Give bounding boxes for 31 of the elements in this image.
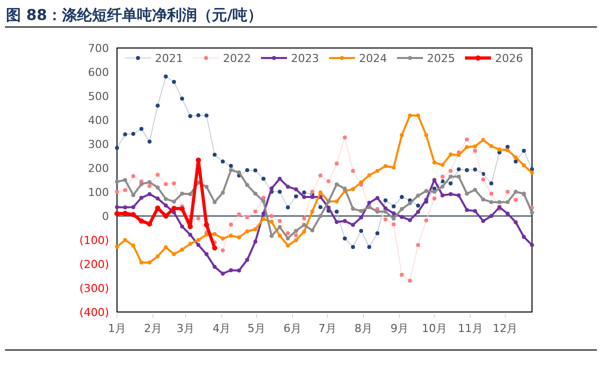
x-tick-label: 7月 bbox=[318, 322, 336, 335]
x-tick-label: 12月 bbox=[492, 322, 518, 335]
chart-title: 图 88：涤纶短纤单吨净利润（元/吨） bbox=[6, 6, 263, 24]
x-tick-label: 3月 bbox=[176, 322, 195, 335]
y-tick-label: 300 bbox=[88, 138, 109, 151]
y-tick-label: 200 bbox=[88, 162, 109, 175]
x-tick-label: 1月 bbox=[108, 322, 126, 335]
legend-label: 2025 bbox=[427, 52, 455, 65]
y-tick-label: 500 bbox=[88, 90, 109, 103]
legend-label: 2026 bbox=[495, 52, 523, 65]
x-tick-label: 4月 bbox=[212, 322, 231, 335]
legend-label: 2022 bbox=[223, 52, 251, 65]
y-tick-label: (300) bbox=[79, 282, 109, 295]
y-tick-label: (100) bbox=[79, 234, 109, 247]
legend-label: 2023 bbox=[291, 52, 319, 65]
y-tick-label: 400 bbox=[88, 114, 109, 127]
x-tick-label: 9月 bbox=[390, 322, 408, 335]
y-tick-label: (400) bbox=[79, 306, 109, 319]
x-tick-label: 11月 bbox=[458, 322, 483, 335]
x-tick-label: 2月 bbox=[144, 322, 162, 335]
x-tick-label: 8月 bbox=[354, 322, 372, 335]
y-tick-label: 0 bbox=[102, 210, 109, 223]
y-tick-label: (200) bbox=[79, 258, 109, 271]
x-tick-label: 5月 bbox=[247, 322, 266, 335]
y-tick-label: 600 bbox=[88, 66, 109, 79]
x-tick-label: 6月 bbox=[284, 322, 302, 335]
y-tick-label: 700 bbox=[88, 42, 109, 55]
legend-label: 2021 bbox=[155, 52, 183, 65]
y-tick-label: 100 bbox=[88, 186, 109, 199]
legend-label: 2024 bbox=[359, 52, 387, 65]
x-tick-label: 10月 bbox=[422, 322, 447, 335]
